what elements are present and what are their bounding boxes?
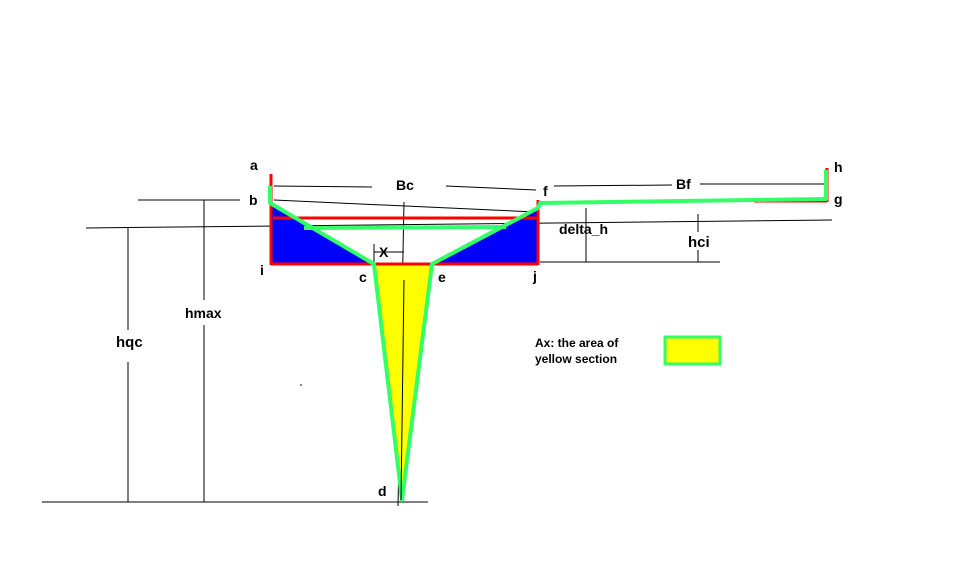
legend-swatch [663, 335, 722, 366]
label-point-b: b [249, 192, 258, 208]
green-outline [268, 170, 828, 502]
label-point-f: f [543, 183, 548, 199]
label-delta-h: delta_h [559, 221, 608, 237]
legend-text-line1: Ax: the area of [535, 336, 619, 350]
bc-guide-line [273, 199, 537, 213]
hqc-top-line [85, 219, 833, 229]
label-hci: hci [688, 234, 710, 251]
label-x: X [379, 244, 389, 260]
label-point-i: i [260, 262, 264, 278]
label-bf: Bf [676, 176, 691, 192]
label-point-c: c [359, 269, 367, 285]
legend-text-line2: yellow section [535, 352, 617, 366]
center-vertical-overlay [400, 279, 405, 501]
label-point-g: g [834, 191, 843, 207]
label-point-d: d [378, 483, 387, 499]
bc-line-left [273, 185, 373, 188]
label-bc: Bc [396, 177, 414, 193]
label-point-h: h [834, 159, 843, 175]
label-point-e: e [438, 269, 446, 285]
stray-dot [300, 384, 302, 386]
bf-line-left [553, 184, 673, 187]
label-hqc: hqc [116, 334, 143, 351]
label-point-a: a [250, 157, 258, 173]
bc-line-right [445, 185, 537, 191]
label-point-j: j [532, 268, 537, 284]
label-hmax: hmax [185, 305, 222, 321]
